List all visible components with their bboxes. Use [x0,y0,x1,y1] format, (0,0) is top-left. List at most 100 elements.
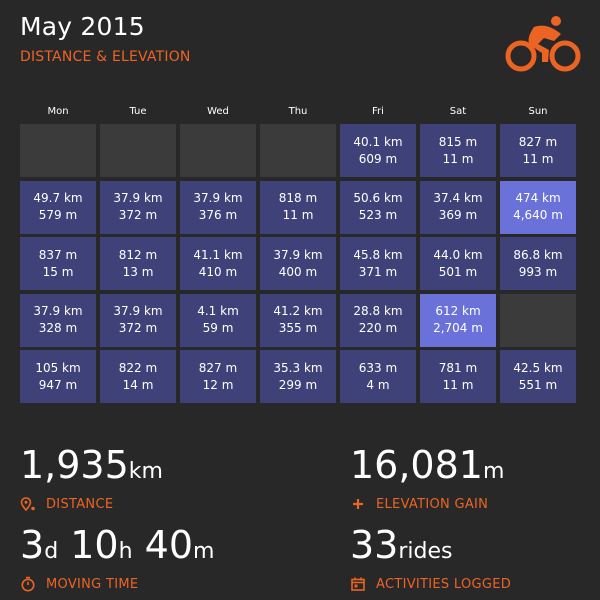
day-elevation: 372 m [118,208,158,222]
day-elevation: 14 m [122,377,154,392]
distance-unit: km [128,459,163,484]
calendar-day-cell[interactable]: 44.0 km 501 m [420,237,496,290]
day-distance: 44.0 km [433,247,483,262]
day-elevation: 376 m [198,208,238,222]
day-distance: 37.4 km [433,191,483,205]
weekday-label: Sat [449,106,467,117]
calendar-grid: 40.1 km 609 m 815 m 11 m 827 m 11 m 49.7 km 579… [20,124,580,403]
calendar-empty-cell [20,124,96,177]
day-distance: 86.8 km [513,247,563,262]
day-distance: 612 km [435,304,481,318]
calendar-day-cell[interactable]: 37.4 km 369 m [420,180,496,234]
moving-time-value-row: 3d 10h 40m [20,523,214,574]
calendar-day-cell[interactable]: 41.1 km 410 m [180,237,256,290]
calendar-day-cell[interactable]: 822 m 14 m [100,350,176,403]
day-distance: 827 m [518,134,558,149]
calendar-day-cell[interactable]: 105 km 947 m [20,350,96,403]
day-distance: 105 km [35,360,81,375]
activities-value-row: 33rides [350,523,511,574]
moving-time-stat: 3d 10h 40m MOVING TIME [20,523,214,592]
day-distance: 837 m [38,247,78,262]
calendar-day-cell[interactable]: 49.7 km 579 m [20,180,96,234]
calendar-day-cell[interactable]: 37.9 km 376 m [180,180,256,234]
day-distance: 822 m [118,360,158,375]
moving-time-label-row: MOVING TIME [20,576,214,592]
activities-label: ACTIVITIES LOGGED [376,576,512,592]
activities-stat: 33rides ACTIVITIES LOGGED [350,523,511,592]
elevation-unit: m [482,459,505,484]
calendar: Mon Tue Wed Thu Fri Sat Sun 40.1 km 609 m 815 m 1… [20,100,580,403]
weekday-label: Sun [528,106,548,117]
day-distance: 50.6 km [353,191,403,205]
day-elevation: 355 m [278,321,318,335]
day-elevation: 15 m [42,264,74,279]
moving-time-hours-unit: h [118,539,133,564]
calendar-day-cell[interactable]: 812 m 13 m [100,237,176,290]
calendar-day-cell[interactable]: 40.1 km 609 m [340,124,416,177]
weekday-label: Tue [129,106,147,117]
day-distance: 37.9 km [193,191,243,205]
calendar-day-cell[interactable]: 612 km 2,704 m [420,293,496,347]
calendar-day-cell[interactable]: 474 km 4,640 m [500,180,576,234]
calendar-day-cell[interactable]: 4.1 km 59 m [180,293,256,347]
calendar-day-cell[interactable]: 815 m 11 m [420,124,496,177]
day-distance: 28.8 km [353,304,403,318]
calendar-day-cell[interactable]: 827 m 12 m [180,350,256,403]
elevation-value: 16,081 [350,443,483,487]
calendar-day-cell[interactable]: 45.8 km 371 m [340,237,416,290]
calendar-day-cell[interactable]: 818 m 11 m [260,180,336,234]
calendar-day-cell[interactable]: 50.6 km 523 m [340,180,416,234]
day-elevation: 299 m [278,377,318,392]
day-elevation: 400 m [278,264,318,279]
day-elevation: 369 m [438,208,478,222]
calendar-day-cell[interactable]: 37.9 km 372 m [100,180,176,234]
distance-label-row: DISTANCE [20,496,163,512]
calendar-day-cell[interactable]: 827 m 11 m [500,124,576,177]
day-distance: 41.2 km [273,304,323,318]
day-distance: 474 km [515,191,561,205]
weekday-label: Thu [288,106,308,117]
calendar-day-cell[interactable]: 28.8 km 220 m [340,293,416,347]
day-elevation: 12 m [202,377,234,392]
moving-time-days: 3 [20,523,45,567]
day-elevation: 59 m [202,321,234,335]
calendar-day-cell[interactable]: 41.2 km 355 m [260,293,336,347]
elevation-label: ELEVATION GAIN [376,496,489,512]
page-title: May 2015 [20,12,145,41]
calendar-day-cell[interactable]: 42.5 km 551 m [500,350,576,403]
day-elevation: 371 m [358,264,398,279]
moving-time-minutes: 40 [144,523,194,567]
weekday-label: Mon [47,106,69,117]
calendar-day-cell[interactable]: 633 m 4 m [340,350,416,403]
day-distance: 812 m [118,247,158,262]
day-elevation: 410 m [198,264,238,279]
calendar-day-cell[interactable]: 86.8 km 993 m [500,237,576,290]
day-distance: 37.9 km [113,191,163,205]
calendar-day-cell[interactable]: 837 m 15 m [20,237,96,290]
day-distance: 818 m [278,191,318,205]
day-distance: 815 m [438,134,478,149]
activities-value: 33 [350,523,399,567]
calendar-day-cell[interactable]: 37.9 km 400 m [260,237,336,290]
calendar-empty-cell [100,124,176,177]
day-elevation: 501 m [438,264,478,279]
cyclist-icon [505,16,581,72]
calendar-day-cell[interactable]: 37.9 km 328 m [20,293,96,347]
day-elevation: 4,640 m [513,208,563,222]
day-elevation: 11 m [282,208,314,222]
calendar-day-cell[interactable]: 35.3 km 299 m [260,350,336,403]
stopwatch-icon [21,576,35,592]
distance-value: 1,935 [20,443,129,487]
elevation-label-row: ELEVATION GAIN [350,496,504,512]
day-elevation: 551 m [518,377,558,392]
moving-time-minutes-unit: m [193,539,215,564]
day-elevation: 328 m [38,321,78,335]
calendar-day-cell[interactable]: 37.9 km 372 m [100,293,176,347]
activities-label-row: ACTIVITIES LOGGED [350,576,511,592]
day-elevation: 523 m [358,208,398,222]
day-elevation: 372 m [118,321,158,335]
plus-icon [353,499,363,509]
distance-value-row: 1,935km [20,443,163,494]
calendar-day-cell[interactable]: 781 m 11 m [420,350,496,403]
